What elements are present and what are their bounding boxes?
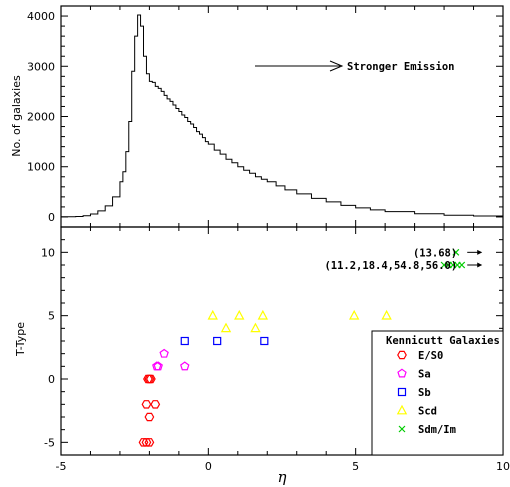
legend: Kennicutt Galaxies E/S0 Sa Sb Scd Sdm/Im: [371, 330, 504, 456]
outlier-label: (11.2,18.4,54.8,56.0): [324, 260, 457, 272]
point-sdm-im: [458, 261, 466, 269]
bottom-y-tick-label: 0: [48, 373, 55, 386]
outlier-arrow-head: [477, 262, 483, 268]
bottom-y-tick-label: 10: [41, 246, 55, 259]
point-e-s0: [138, 438, 149, 447]
point-sb: [260, 336, 269, 346]
point-sb: [213, 336, 222, 346]
top-y-tick-label: 3000: [27, 60, 55, 73]
point-e-s0: [144, 412, 155, 422]
outlier-label: (13.68): [413, 247, 457, 259]
emission-arrow-head: [329, 60, 344, 72]
top-y-tick-label: 2000: [27, 111, 55, 124]
top-y-axis-title: No. of galaxies: [10, 75, 23, 157]
top-y-tick-label: 4000: [27, 10, 55, 23]
legend-label-sa: Sa: [418, 369, 431, 381]
bottom-y-axis-title: T-Type: [14, 322, 27, 357]
point-e-s0: [144, 438, 155, 447]
top-y-ticks: 0 1000 2000 3000 4000: [27, 10, 503, 224]
point-sdm-im: [452, 248, 460, 256]
legend-marker-sdm-im: [398, 425, 406, 433]
legend-box: [371, 330, 504, 456]
x-tick-label: 0: [205, 460, 212, 473]
legend-items: E/S0 Sa Sb Scd Sdm/Im: [396, 350, 456, 436]
scatter-panel: -5 0 5 10 -5 0 5 10 (13.68)(11.2,18.4,54.8,56.…: [14, 226, 510, 486]
point-e-s0: [145, 374, 156, 384]
top-y-tick-label: 0: [48, 211, 55, 224]
point-e-s0: [143, 374, 153, 384]
legend-marker-e-s0: [397, 350, 407, 360]
bottom-y-tick-label: -5: [44, 436, 55, 449]
histogram-panel: 0 1000 2000 3000 4000 No. of galaxies Strong…: [10, 5, 504, 228]
point-sa: [152, 361, 162, 371]
point-sa: [180, 361, 190, 371]
point-scd: [257, 309, 269, 320]
point-e-s0: [150, 400, 161, 409]
x-tick-label: 5: [352, 460, 359, 473]
scatter-points: [138, 248, 466, 447]
outlier-annotations: (13.68)(11.2,18.4,54.8,56.0): [324, 247, 483, 272]
bottom-y-tick-label: 5: [48, 310, 55, 323]
point-scd: [220, 322, 232, 333]
point-scd: [348, 309, 360, 320]
legend-label-e-s0: E/S0: [418, 350, 443, 362]
point-e-s0: [141, 400, 152, 409]
legend-title: Kennicutt Galaxies: [386, 335, 500, 347]
top-frame: [60, 5, 504, 228]
top-x-ticks: [60, 6, 504, 227]
x-tick-label: 10: [496, 460, 510, 473]
point-scd: [207, 309, 218, 320]
point-scd: [381, 309, 392, 320]
histogram-line: [60, 14, 504, 218]
top-y-tick-label: 1000: [27, 161, 55, 174]
outlier-arrow-head: [477, 249, 483, 255]
legend-marker-sb: [397, 387, 407, 397]
legend-marker-scd: [396, 404, 408, 415]
legend-label-sdm-im: Sdm/Im: [418, 424, 456, 436]
point-scd: [234, 309, 245, 320]
x-tick-label: -5: [56, 460, 67, 473]
emission-annotation: Stronger Emission: [347, 61, 454, 73]
legend-marker-sa: [397, 368, 407, 378]
point-sa: [159, 348, 169, 358]
legend-label-scd: Scd: [418, 406, 437, 418]
point-scd: [250, 322, 261, 333]
legend-label-sb: Sb: [418, 387, 431, 399]
point-sb: [180, 336, 189, 346]
x-axis-title: η: [278, 468, 287, 486]
